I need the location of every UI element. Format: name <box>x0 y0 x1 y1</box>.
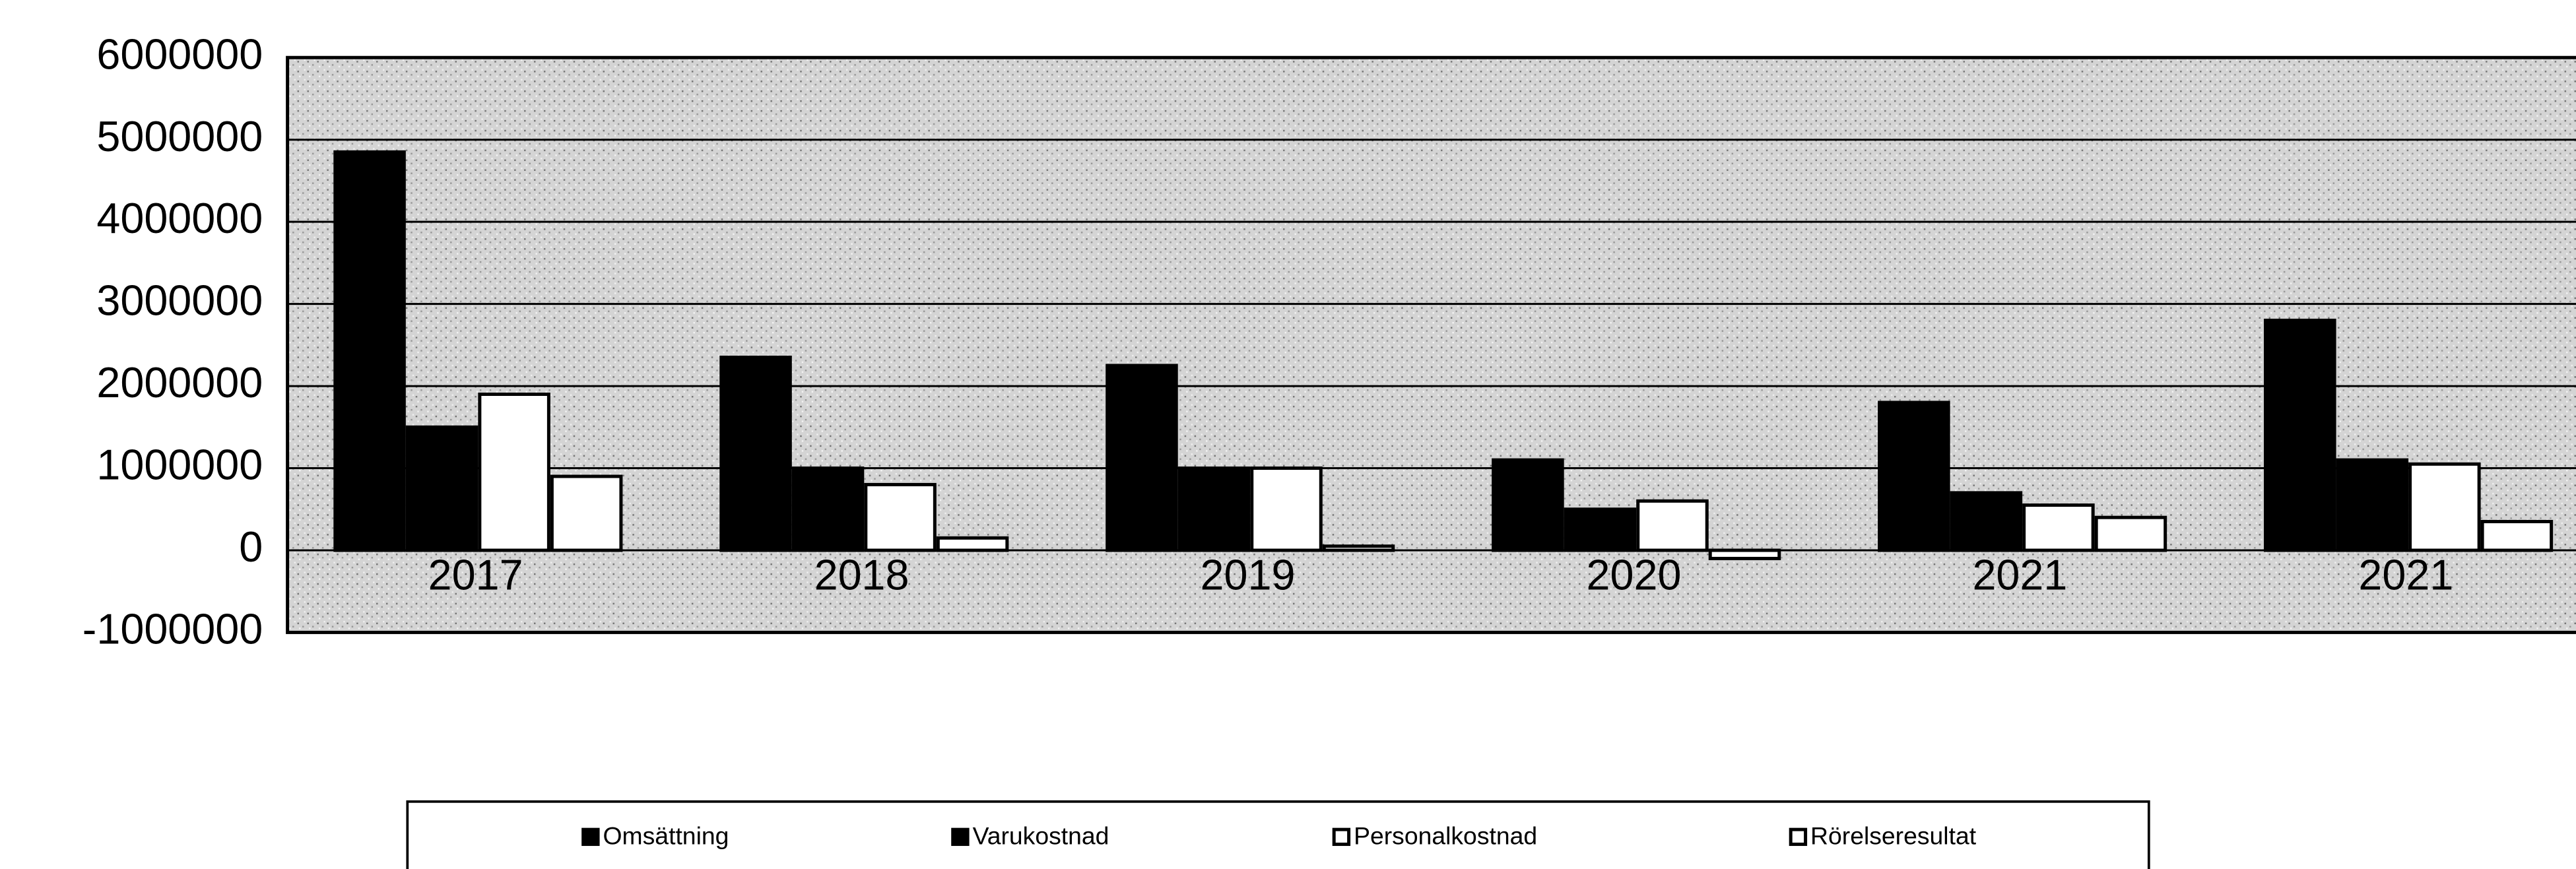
bar <box>1636 499 1709 552</box>
legend-box <box>406 800 2150 869</box>
y-tick-label: 6000000 <box>96 30 263 78</box>
bar <box>405 425 479 552</box>
legend-swatch <box>581 827 600 847</box>
legend-swatch <box>1789 827 1808 847</box>
bar <box>333 150 406 552</box>
bar <box>2094 515 2167 552</box>
bar <box>478 393 550 552</box>
bar <box>1878 401 1950 552</box>
x-tick-label: 2021 <box>1972 550 2067 598</box>
legend-label: Varukostnad <box>973 821 1109 849</box>
x-tick-label: 2017 <box>428 550 523 598</box>
y-tick-label: 3000000 <box>96 276 263 325</box>
bar <box>2264 319 2336 552</box>
bar <box>1250 467 1323 552</box>
bar <box>791 467 865 552</box>
bar <box>1322 544 1395 552</box>
x-tick-label: 2019 <box>1201 550 1296 598</box>
legend-label: Rörelseresultat <box>1810 821 1977 849</box>
x-tick-label: 2020 <box>1586 550 1681 598</box>
bar <box>936 536 1009 552</box>
plot-area <box>286 55 2576 634</box>
y-tick-label: 4000000 <box>96 194 263 242</box>
y-tick-label: 5000000 <box>96 112 263 160</box>
bar <box>550 474 623 552</box>
bar <box>719 356 792 552</box>
bar <box>2022 503 2095 552</box>
y-tick-label: 2000000 <box>96 358 263 406</box>
legend-label: Omsättning <box>603 821 729 849</box>
x-tick-label: 2018 <box>814 550 909 598</box>
bar <box>1492 458 1564 552</box>
bar <box>1950 491 2023 552</box>
bar <box>1708 548 1781 560</box>
bar <box>1177 467 1251 552</box>
bar <box>2480 519 2554 552</box>
legend-swatch <box>951 827 970 847</box>
y-tick-label: 0 <box>239 523 263 571</box>
legend-swatch <box>1332 827 1351 847</box>
y-tick-label: -1000000 <box>83 605 263 653</box>
x-tick-label: 2021 <box>2358 550 2453 598</box>
bar <box>2408 462 2481 552</box>
bar <box>2336 458 2409 552</box>
bar <box>1564 507 1637 552</box>
bar <box>864 482 937 552</box>
bar <box>1106 364 1178 552</box>
legend-label: Personalkostnad <box>1354 821 1537 849</box>
y-tick-label: 1000000 <box>96 441 263 489</box>
